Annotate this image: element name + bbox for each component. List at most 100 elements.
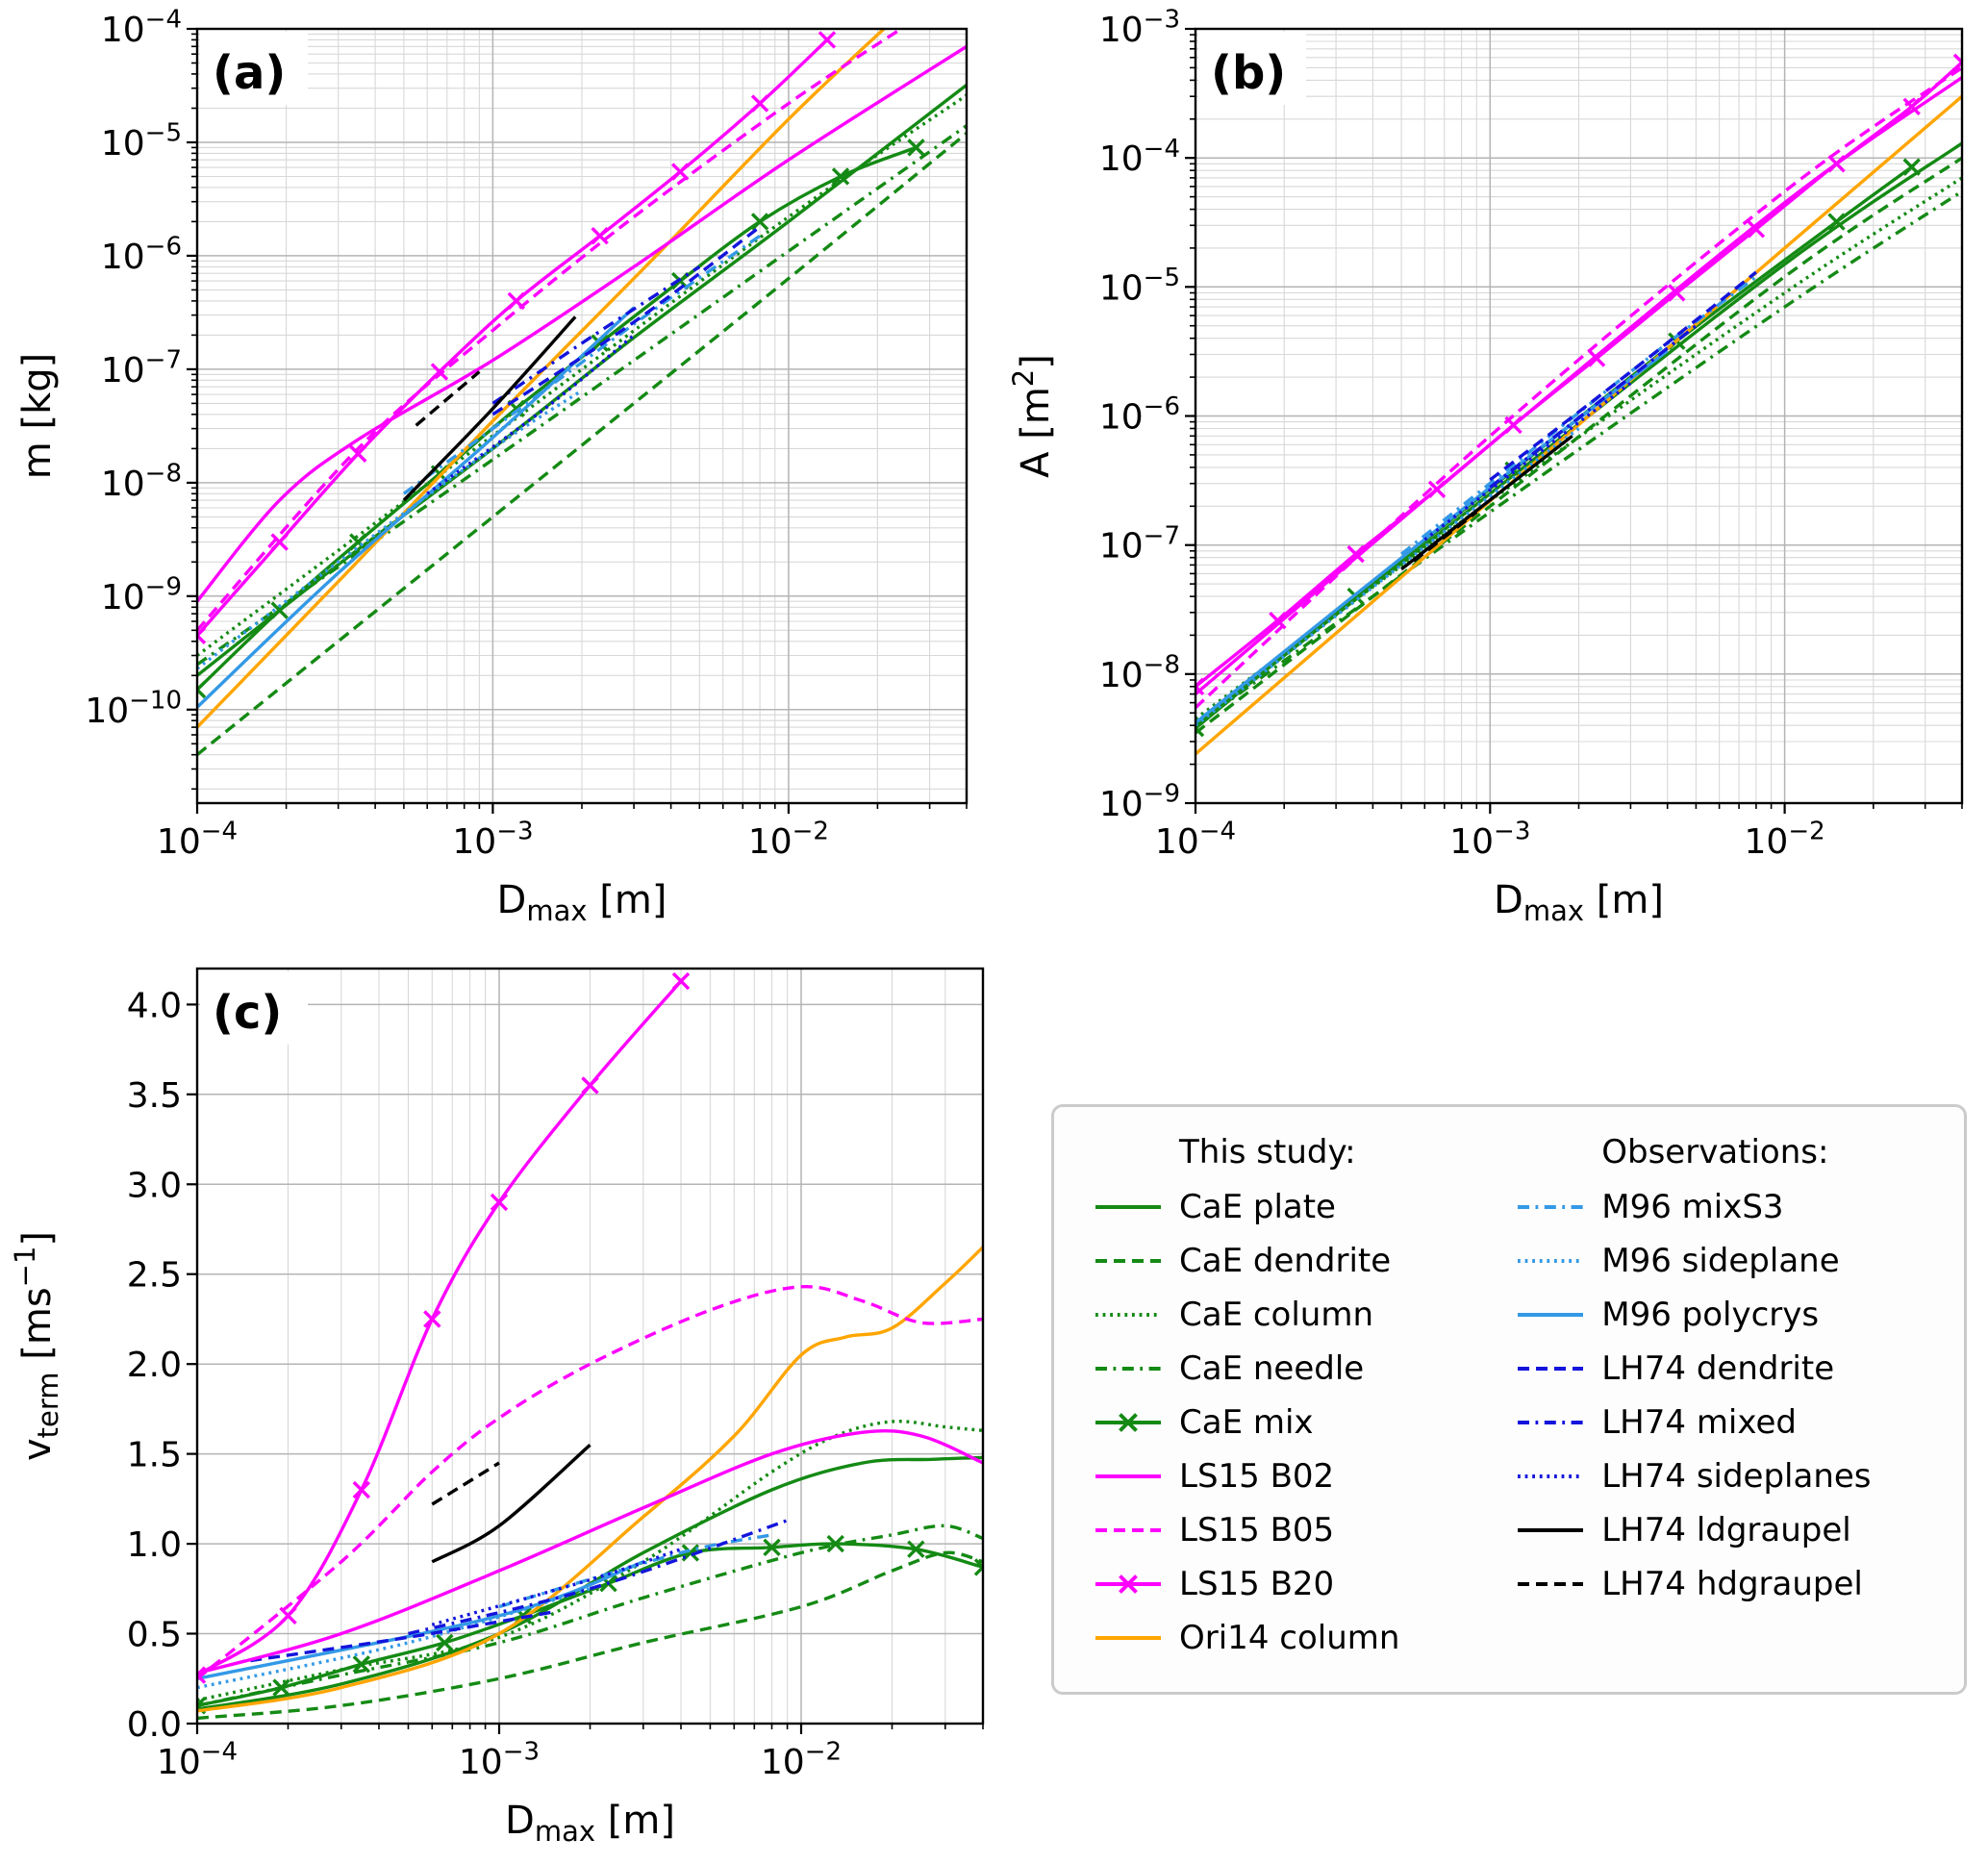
series-ori14-column [197,29,886,729]
series-ori14-column [1195,94,1962,756]
chart-text: Dmax [m] [497,878,667,923]
series-lh74-dendrite [1489,270,1757,482]
series-lh74-sideplanes [426,334,636,495]
series-cae-needle [197,1524,983,1707]
legend-swatch-line [1095,1367,1161,1371]
legend-item-cae-needle: CaE needle [1093,1342,1492,1396]
legend-swatch-line [1518,1528,1584,1532]
series-lh74-dendrite [250,1610,553,1663]
series-ls15-b05 [197,29,902,632]
legend-item-lh74-mixed: LH74 mixed [1515,1396,1954,1449]
chart-text: 4.0 [127,986,182,1025]
chart-text: 10−5 [1099,264,1180,308]
tick-marks [1185,27,1963,814]
series-lh74-mixed [1489,324,1698,490]
legend-column-0: This study: CaE plate CaE dendrite CaE colu… [1093,1124,1492,1682]
chart-text: 10−2 [1745,818,1825,862]
legend-item-m96-polycrys: M96 polycrys [1515,1288,1954,1342]
legend-item-cae-mix: CaE mix [1093,1396,1492,1449]
legend-item-m96-sideplane: M96 sideplane [1515,1234,1954,1288]
chart-text: Dmax [m] [1494,878,1664,923]
panel-a-svg: 10−4 10−3 10−2 10−10 10−9 10−8 10−7 10−6 10−5 10−… [15,6,969,927]
legend-label: CaE mix [1179,1403,1314,1442]
legend-swatch-line [1095,1574,1161,1594]
panel-b-area-chart: 10−4 10−3 10−2 10−9 10−8 10−7 10−6 10−5 10−4 10−3… [998,0,1988,927]
series-lh74-ldgraupel [402,315,577,502]
chart-text: 3.5 [127,1076,182,1116]
legend-swatch-line [1095,1259,1161,1263]
chart-text: 10−5 [101,119,182,164]
legend-label: LS15 B20 [1179,1565,1335,1603]
chart-text: 10−2 [748,818,829,862]
legend-label: M96 polycrys [1601,1296,1820,1334]
series-ori14-column [197,1246,983,1713]
legend-swatch-line [1095,1528,1161,1532]
series-cae-needle [1195,189,1962,727]
legend-swatch-line [1518,1205,1584,1209]
legend-swatch-line [1518,1313,1584,1317]
series-ls15-b05 [197,1285,983,1680]
legend-swatch-line [1095,1474,1161,1478]
legend-column-1: Observations: M96 mixS3 M96 sideplane M96 p… [1515,1124,1954,1682]
legend-swatch-line [1518,1474,1584,1478]
legend-box: This study: CaE plate CaE dendrite CaE colu… [1051,1104,1967,1695]
series-m96-polycrys [197,1560,644,1680]
legend-label: CaE column [1179,1296,1374,1334]
chart-text: 10−10 [85,686,182,730]
legend-header: Observations: [1601,1133,1829,1171]
legend-label: M96 sideplane [1601,1242,1840,1280]
legend-label: M96 mixS3 [1601,1188,1784,1226]
legend-label: LH74 mixed [1601,1403,1797,1442]
legend-swatch-line [1095,1636,1161,1640]
chart-text: 1.5 [127,1436,182,1475]
panel-label: (a) [213,46,286,100]
series-m96-sideplane [197,1587,591,1690]
series-ls15-b20 [1195,53,1962,696]
panel-b-svg: 10−4 10−3 10−2 10−9 10−8 10−7 10−6 10−5 10−4 10−3… [1007,6,1964,927]
chart-text: m [kg] [15,353,60,479]
series-cae-dendrite [1195,156,1962,735]
legend-label: LS15 B05 [1179,1511,1335,1549]
legend-label: LH74 dendrite [1601,1349,1835,1388]
series-lh74-mixed [491,264,701,405]
series-lh74-hdgraupel [1412,511,1478,563]
chart-text: 10−8 [1099,650,1180,694]
legend-swatch-line [1518,1367,1584,1371]
legend-item-cae-column: CaE column [1093,1288,1492,1342]
legend-item-ori14-column: Ori14 column [1093,1611,1492,1665]
series-ls15-b20 [197,31,837,644]
chart-text: 0.0 [127,1705,182,1745]
series-ls15-b02 [197,44,967,603]
series-cae-needle [197,124,967,667]
series-lh74-mixed [408,1519,789,1636]
series-lh74-hdgraupel [415,370,481,427]
panel-c-velocity-chart: 10−4 10−3 10−2 0.0 0.5 1.0 1.5 2.0 2.5 3.0 3.5 4.0 D… [0,938,998,1864]
chart-text: 2.0 [127,1346,182,1385]
legend-item-lh74-dendrite: LH74 dendrite [1515,1342,1954,1396]
chart-text: 10−9 [1099,780,1180,824]
legend-item-ls15-b05: LS15 B05 [1093,1503,1492,1557]
series-m96-sideplane [197,389,583,670]
series-cae-plate [197,1455,983,1711]
minor-gridlines [287,969,984,1724]
series-cae-column [197,93,967,657]
chart-text: 10−4 [157,818,238,862]
legend-swatch-line [1095,1313,1161,1317]
series-lh74-sideplanes [1423,381,1632,542]
series-lh74-ldgraupel [431,1444,591,1564]
series-lh74-hdgraupel [431,1461,500,1506]
tick-marks [187,27,968,814]
series-cae-plate [197,84,967,677]
legend-item-cae-dendrite: CaE dendrite [1093,1234,1492,1288]
chart-text: 10−7 [1099,521,1180,566]
legend-label: LH74 ldgraupel [1601,1511,1851,1549]
panel-label-bg [1198,32,1306,105]
chart-text: 10−6 [101,233,182,277]
legend-swatch-line [1518,1259,1584,1263]
tick-marks [187,1003,984,1734]
legend-swatch-line [1518,1582,1584,1586]
series-lh74-ldgraupel [1400,434,1573,571]
chart-text: Dmax [m] [505,1799,675,1848]
series-ls15-b05 [1195,66,1962,709]
